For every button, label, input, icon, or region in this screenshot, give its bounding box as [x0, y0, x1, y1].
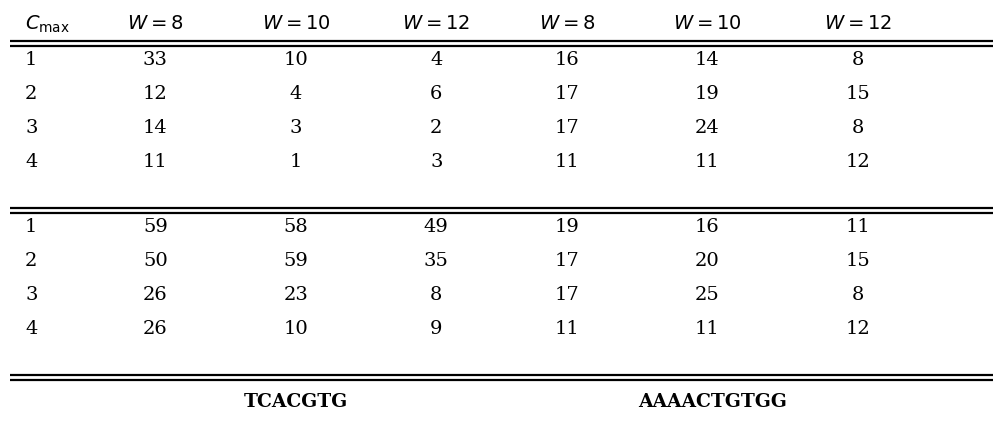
Text: 15: 15: [845, 85, 869, 103]
Text: 16: 16: [694, 218, 718, 236]
Text: 11: 11: [554, 153, 578, 171]
Text: 17: 17: [554, 85, 578, 103]
Text: AAAACTGTGG: AAAACTGTGG: [637, 393, 786, 411]
Text: 24: 24: [694, 119, 718, 137]
Text: 4: 4: [25, 320, 37, 338]
Text: 25: 25: [694, 286, 718, 304]
Text: 26: 26: [143, 320, 167, 338]
Text: 8: 8: [851, 51, 863, 69]
Text: 17: 17: [554, 119, 578, 137]
Text: 1: 1: [290, 153, 302, 171]
Text: 8: 8: [430, 286, 442, 304]
Text: 1: 1: [25, 51, 37, 69]
Text: 3: 3: [290, 119, 302, 137]
Text: 4: 4: [430, 51, 442, 69]
Text: 12: 12: [845, 320, 869, 338]
Text: 35: 35: [424, 252, 448, 270]
Text: 2: 2: [25, 85, 37, 103]
Text: 8: 8: [851, 286, 863, 304]
Text: 6: 6: [430, 85, 442, 103]
Text: 10: 10: [284, 51, 308, 69]
Text: 11: 11: [143, 153, 167, 171]
Text: 16: 16: [554, 51, 578, 69]
Text: 59: 59: [284, 252, 308, 270]
Text: 17: 17: [554, 252, 578, 270]
Text: 2: 2: [430, 119, 442, 137]
Text: 59: 59: [143, 218, 167, 236]
Text: $W = 10$: $W = 10$: [672, 15, 740, 33]
Text: 23: 23: [284, 286, 308, 304]
Text: $W = 8$: $W = 8$: [127, 15, 183, 33]
Text: 3: 3: [430, 153, 442, 171]
Text: 14: 14: [694, 51, 718, 69]
Text: $W = 12$: $W = 12$: [823, 15, 891, 33]
Text: 14: 14: [143, 119, 167, 137]
Text: 19: 19: [554, 218, 578, 236]
Text: TCACGTG: TCACGTG: [243, 393, 348, 411]
Text: $W = 8$: $W = 8$: [538, 15, 594, 33]
Text: 49: 49: [424, 218, 448, 236]
Text: 19: 19: [694, 85, 718, 103]
Text: 58: 58: [284, 218, 308, 236]
Text: 12: 12: [143, 85, 167, 103]
Text: 20: 20: [694, 252, 718, 270]
Text: 1: 1: [25, 218, 37, 236]
Text: 10: 10: [284, 320, 308, 338]
Text: 8: 8: [851, 119, 863, 137]
Text: 4: 4: [25, 153, 37, 171]
Text: 33: 33: [143, 51, 167, 69]
Text: $C_{\mathrm{max}}$: $C_{\mathrm{max}}$: [25, 13, 70, 35]
Text: 50: 50: [143, 252, 167, 270]
Text: 17: 17: [554, 286, 578, 304]
Text: $W = 12$: $W = 12$: [402, 15, 470, 33]
Text: 11: 11: [694, 153, 718, 171]
Text: 12: 12: [845, 153, 869, 171]
Text: 9: 9: [430, 320, 442, 338]
Text: 11: 11: [554, 320, 578, 338]
Text: 3: 3: [25, 286, 37, 304]
Text: 26: 26: [143, 286, 167, 304]
Text: 2: 2: [25, 252, 37, 270]
Text: $W = 10$: $W = 10$: [262, 15, 330, 33]
Text: 11: 11: [694, 320, 718, 338]
Text: 15: 15: [845, 252, 869, 270]
Text: 11: 11: [845, 218, 869, 236]
Text: 4: 4: [290, 85, 302, 103]
Text: 3: 3: [25, 119, 37, 137]
